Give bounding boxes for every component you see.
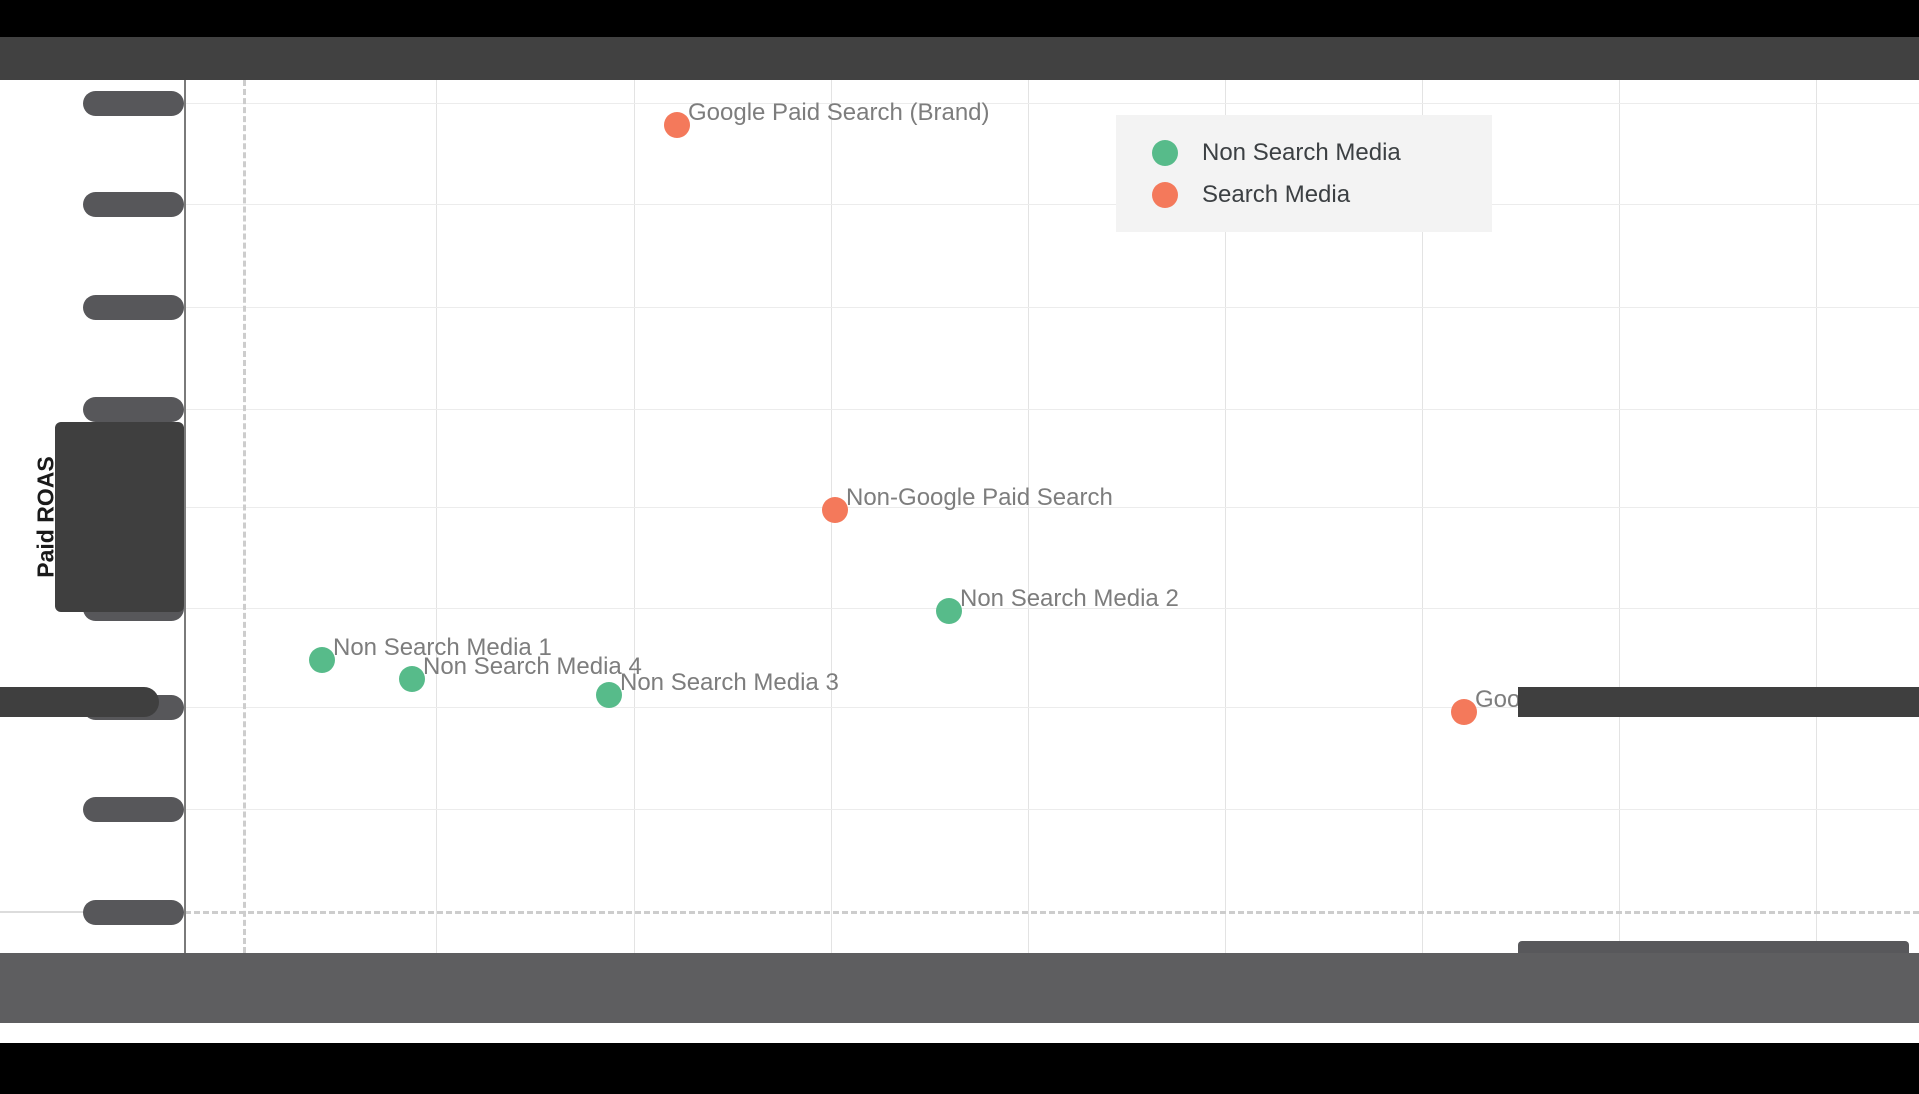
gridline-vertical	[634, 80, 635, 953]
y-axis-spine	[184, 80, 186, 953]
gridline-vertical	[436, 80, 437, 953]
legend-item-search-media: Search Media	[1152, 181, 1492, 209]
redaction-bar-point-label	[1518, 687, 1919, 717]
top-gray-bar	[0, 37, 1919, 80]
scatter-point-label: Non Search Media 4	[423, 653, 642, 680]
horizontal-reference-line	[185, 911, 1919, 914]
gridline-horizontal	[185, 103, 1919, 104]
gridline-horizontal	[185, 507, 1919, 508]
scatter-point-label: Non-Google Paid Search	[846, 484, 1113, 511]
redacted-tick-label	[83, 797, 184, 822]
redacted-tick-label	[83, 900, 184, 925]
legend-swatch-search-media	[1152, 181, 1178, 208]
scatter-point-label: Non Search Media 2	[960, 585, 1179, 612]
gridline-horizontal	[185, 409, 1919, 410]
redacted-tick-label	[83, 192, 184, 217]
legend-swatch-non-search-media	[1152, 139, 1178, 166]
redaction-band-x-axis	[0, 953, 1919, 1023]
redacted-tick-label	[83, 397, 184, 422]
redaction-bar-y-axis-title	[55, 422, 184, 612]
legend-item-non-search-media: Non Search Media	[1152, 139, 1492, 167]
legend: Non Search Media Search Media	[1116, 115, 1492, 232]
redaction-bar-left	[0, 687, 159, 717]
bottom-black-bar	[0, 1043, 1919, 1094]
gridline-vertical	[1225, 80, 1226, 953]
redacted-tick-label	[83, 91, 184, 116]
gridline-horizontal	[185, 809, 1919, 810]
legend-label: Non Search Media	[1202, 138, 1401, 166]
gridline-horizontal	[185, 608, 1919, 609]
gridline-horizontal	[185, 707, 1919, 708]
scatter-point-label: Non Search Media 3	[620, 669, 839, 696]
scatter-point-dot	[399, 666, 425, 692]
top-black-bar	[0, 0, 1919, 37]
scatter-point-label: Google Paid Search (Brand)	[688, 99, 990, 126]
gridline-vertical	[1816, 80, 1817, 953]
legend-label: Search Media	[1202, 180, 1351, 208]
scatter-point-dot	[936, 598, 962, 624]
scatter-point-dot	[309, 647, 335, 673]
scatter-point-dot	[822, 497, 848, 523]
scatter-point-dot	[1451, 699, 1477, 725]
gridline-vertical	[1028, 80, 1029, 953]
scatter-point-label: Non Search Media 1	[333, 634, 552, 661]
gridline-horizontal	[185, 307, 1919, 308]
scatter-point-dot	[664, 112, 690, 138]
redacted-tick-label	[83, 295, 184, 320]
vertical-reference-line	[243, 80, 246, 953]
gridline-vertical	[1422, 80, 1423, 953]
gridline-vertical	[1619, 80, 1620, 953]
gridline-horizontal	[185, 204, 1919, 205]
scatter-point-dot	[596, 682, 622, 708]
